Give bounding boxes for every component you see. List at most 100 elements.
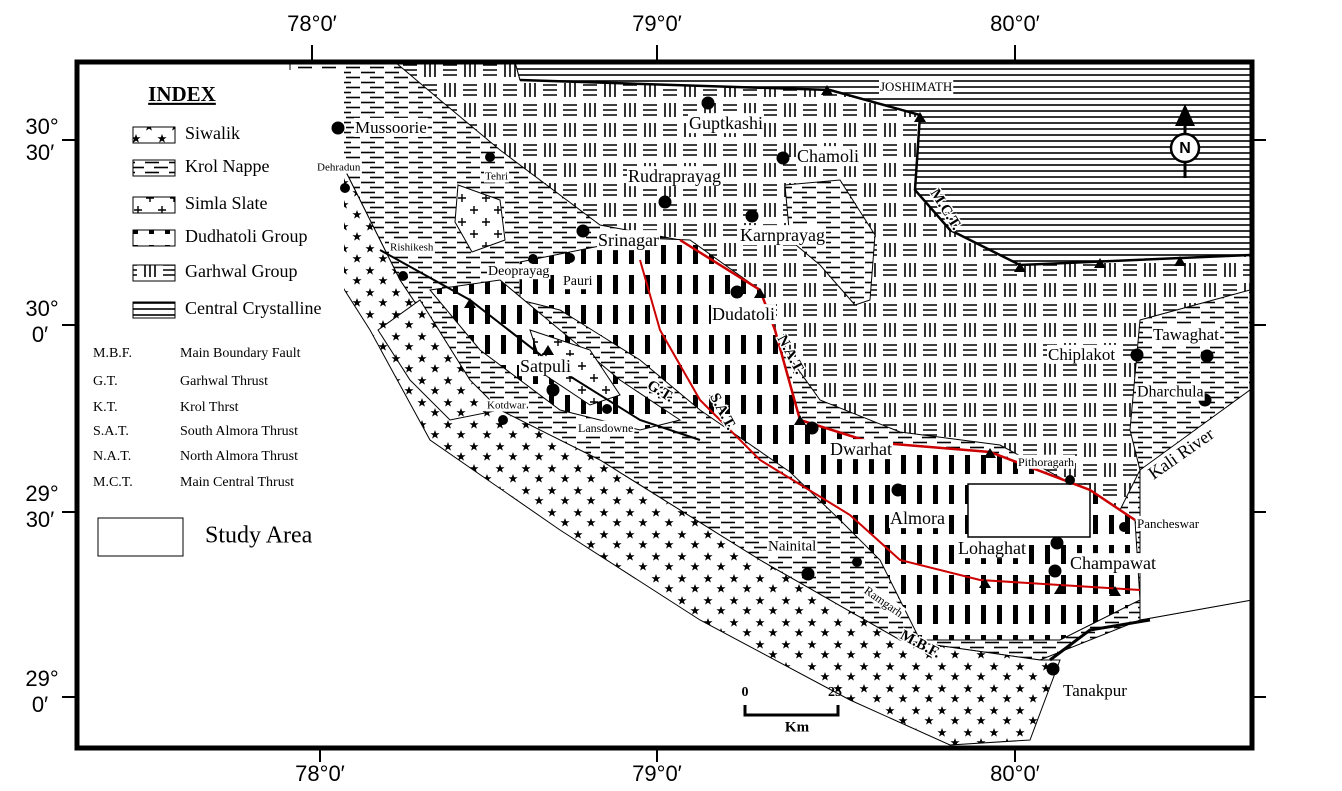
abbreviation-name: North Almora Thrust (180, 449, 298, 464)
legend-label: Central Crystalline (185, 298, 321, 318)
abbreviation: N.A.T. (93, 449, 131, 464)
left-coord-min: 0′ (32, 692, 48, 717)
place-label: Tehri (485, 171, 508, 183)
place-label: Srinagar (598, 230, 659, 250)
place-dot (1047, 663, 1060, 676)
geological-map: INDEX Study Area 0 25 Km N 78°0′ 79°0′ 80°… (0, 0, 1342, 791)
place-dot (485, 152, 495, 162)
left-coord-deg: 30° (25, 114, 58, 139)
place-label: Guptkashi (689, 113, 763, 133)
place-dot (547, 384, 560, 397)
legend-swatch (133, 197, 175, 213)
bottom-coord-label: 79°0′ (632, 761, 682, 786)
legend-label: Krol Nappe (185, 156, 269, 176)
place-label: Dwarhat (830, 439, 892, 459)
left-coord-min: 30′ (26, 140, 55, 165)
bottom-coord-label: 78°0′ (295, 761, 345, 786)
place-dot (852, 557, 862, 567)
place-label: Dudatoli (712, 304, 775, 324)
place-dot (1051, 537, 1064, 550)
legend-label: Dudhatoli Group (185, 226, 307, 246)
study-area-label: Study Area (205, 523, 313, 549)
legend-label: Garhwal Group (185, 261, 297, 281)
top-coord-label: 78°0′ (287, 11, 337, 36)
place-dot (892, 484, 905, 497)
abbreviation-name: Main Central Thrust (180, 475, 294, 490)
place-dot (1119, 522, 1129, 532)
legend-swatch (133, 265, 175, 281)
north-label: N (1179, 140, 1191, 157)
place-dot (577, 225, 590, 238)
left-coord-min: 0′ (32, 322, 48, 347)
place-dot (802, 568, 815, 581)
study-area-box (968, 484, 1090, 537)
legend-label: Siwalik (185, 123, 240, 143)
place-dot (1065, 475, 1075, 485)
place-dot (398, 271, 408, 281)
place-label: Deoprayag (488, 264, 549, 279)
place-label: Rudraprayag (628, 166, 721, 186)
abbreviation: S.A.T. (93, 424, 129, 439)
place-label: Pancheswar (1137, 516, 1200, 531)
legend-swatch (133, 127, 175, 143)
geology (262, 62, 1252, 745)
place-label: Rishikesh (390, 242, 434, 254)
place-label: Lohaghat (958, 538, 1026, 558)
left-coord-deg: 30° (25, 296, 58, 321)
scale-unit: Km (785, 719, 810, 735)
place-dot (746, 210, 759, 223)
scale-end: 25 (828, 685, 842, 700)
place-label: Dehradun (317, 162, 361, 174)
place-dot (731, 286, 744, 299)
study-area-swatch (98, 518, 183, 556)
place-dot (340, 183, 350, 193)
legend-label: Simla Slate (185, 193, 268, 213)
left-coord-deg: 29° (25, 666, 58, 691)
legend-swatch (133, 160, 175, 176)
top-coord-label: 79°0′ (632, 11, 682, 36)
place-label: Champawat (1070, 553, 1156, 573)
place-dot (1131, 349, 1144, 362)
bottom-coord-label: 80°0′ (990, 761, 1040, 786)
legend-bg (82, 70, 344, 570)
abbreviation-name: South Almora Thrust (180, 424, 298, 439)
abbreviation: M.B.F. (93, 346, 132, 361)
place-dot (702, 97, 715, 110)
place-label: JOSHIMATH (880, 79, 952, 94)
place-label: Kotdwar (487, 400, 526, 412)
place-label: Mussoorie (355, 118, 427, 137)
abbreviation-name: Krol Thrst (180, 400, 239, 415)
abbreviation-name: Garhwal Thrust (180, 374, 268, 389)
place-label: Lansdowne (578, 421, 633, 435)
place-dot (659, 196, 672, 209)
place-dot (498, 415, 508, 425)
place-label: Tanakpur (1063, 681, 1127, 700)
legend-swatch (133, 230, 175, 246)
scale-start: 0 (742, 685, 749, 700)
place-label: Chamoli (797, 146, 859, 166)
abbreviation: K.T. (93, 400, 118, 415)
left-coord-deg: 29° (25, 481, 58, 506)
place-dot (332, 122, 345, 135)
legend-swatch (133, 302, 175, 318)
place-label: Nainital (768, 538, 816, 554)
place-label: Almora (890, 508, 945, 528)
place-dot (565, 253, 575, 263)
place-label: Tawaghat (1153, 325, 1219, 344)
abbreviation: M.C.T. (93, 475, 133, 490)
place-label: Chiplakot (1048, 345, 1115, 364)
place-label: Satpuli (520, 356, 571, 376)
abbreviation-name: Main Boundary Fault (180, 346, 301, 361)
place-dot (1201, 350, 1214, 363)
legend-title: INDEX (148, 82, 216, 106)
abbreviation: G.T. (93, 374, 118, 389)
place-label: Dharchula (1137, 384, 1204, 401)
scale-bar (745, 705, 838, 715)
place-dot (1049, 565, 1062, 578)
place-label: Pithoragarh (1018, 455, 1074, 469)
left-coord-min: 30′ (26, 507, 55, 532)
top-coord-label: 80°0′ (990, 11, 1040, 36)
place-dot (806, 422, 819, 435)
place-label: Karnprayag (740, 225, 825, 245)
place-dot (777, 152, 790, 165)
